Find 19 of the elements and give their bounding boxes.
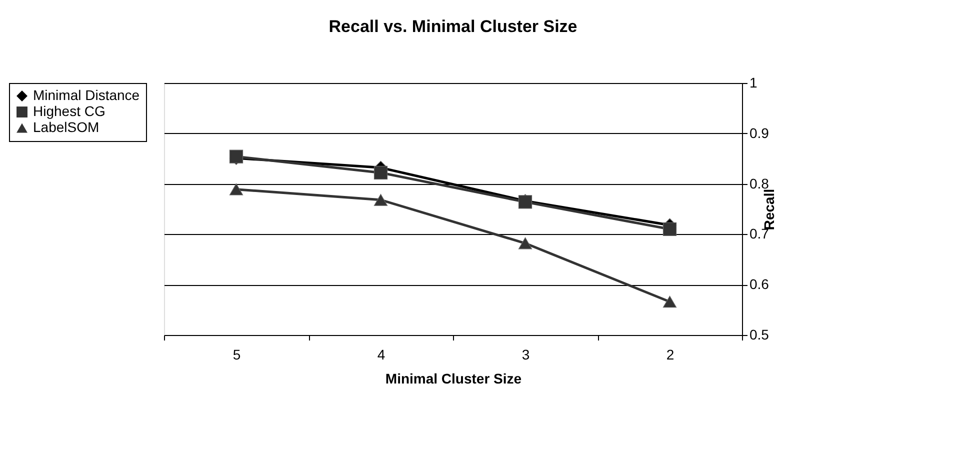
x-tick-label: 2: [666, 346, 674, 362]
legend-label: Highest CG: [33, 103, 106, 119]
x-tick-label: 4: [377, 346, 386, 362]
legend-label: LabelSOM: [33, 119, 100, 135]
y-tick-label: 0.5: [750, 326, 770, 342]
chart-title: Recall vs. Minimal Cluster Size: [328, 17, 578, 36]
y-tick-label: 0.6: [750, 276, 770, 292]
point: [518, 237, 532, 250]
point: [662, 222, 677, 236]
y-tick-label: 1: [750, 74, 758, 90]
point: [229, 183, 244, 196]
legend-label: Minimal Distance: [33, 87, 140, 103]
point: [662, 296, 677, 308]
x-tick-label: 3: [522, 346, 530, 362]
point: [374, 166, 388, 180]
point: [374, 194, 388, 206]
x-axis-title: Minimal Cluster Size: [385, 370, 522, 386]
x-tick-label: 5: [232, 346, 241, 362]
y-tick-label: 0.9: [750, 124, 770, 141]
